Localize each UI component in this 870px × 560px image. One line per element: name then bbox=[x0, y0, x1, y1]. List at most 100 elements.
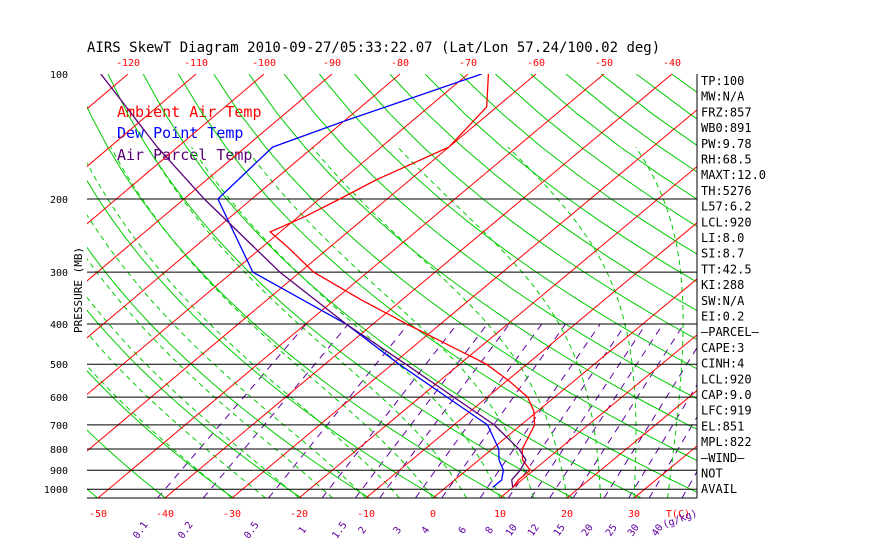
moist-adiabat-line bbox=[244, 146, 534, 498]
pressure-tick-label: 500 bbox=[50, 360, 68, 371]
dew-point-temp-line bbox=[217, 74, 505, 488]
dry-adiabats bbox=[0, 74, 870, 498]
isotherm-line bbox=[499, 334, 697, 498]
moist-adiabat-line bbox=[87, 332, 266, 498]
index-label: MPL:822 bbox=[701, 435, 752, 449]
mixing-ratio-label: 8 bbox=[484, 525, 496, 536]
moist-adiabat-line bbox=[87, 296, 300, 498]
pressure-tick-label: 1000 bbox=[44, 485, 68, 496]
pressure-tick-label: 700 bbox=[50, 421, 68, 432]
top-temp-tick-label: -70 bbox=[459, 58, 477, 69]
dry-adiabat-line bbox=[389, 74, 697, 312]
mixing-ratio-label: 10 bbox=[504, 522, 520, 538]
index-label: SW:N/A bbox=[701, 294, 745, 308]
top-temp-tick-label: -50 bbox=[595, 58, 613, 69]
index-label: CAPE:3 bbox=[701, 341, 744, 355]
isotherm-line bbox=[87, 74, 401, 339]
isotherm-line bbox=[231, 109, 697, 498]
mixing-ratio-label: 2 bbox=[357, 525, 369, 536]
index-label: AVAIL bbox=[701, 482, 737, 496]
y-axis-label: PRESSURE (MB) bbox=[72, 247, 85, 333]
mixing-ratio-line bbox=[549, 323, 664, 498]
dry-adiabat-line bbox=[87, 429, 166, 498]
index-label: TH:5276 bbox=[701, 184, 752, 198]
isotherms bbox=[0, 74, 870, 498]
index-label: LI:8.0 bbox=[701, 231, 744, 245]
mixing-ratio-line bbox=[479, 323, 601, 498]
mixing-ratio-label: 25 bbox=[604, 522, 620, 538]
top-temp-tick-label: -110 bbox=[184, 58, 208, 69]
legend: Ambient Air Temp Dew Point Temp Air Parc… bbox=[117, 103, 262, 164]
dry-adiabat-line bbox=[742, 74, 870, 498]
isotherm-line bbox=[633, 445, 697, 498]
dry-adiabat-line bbox=[142, 74, 642, 498]
dry-adiabat-line bbox=[87, 370, 234, 498]
pressure-tick-label: 200 bbox=[50, 195, 68, 206]
mixing-ratio-line bbox=[507, 323, 627, 498]
temp-unit-label: T(C) bbox=[666, 509, 690, 520]
isotherm-line bbox=[432, 278, 697, 498]
dry-adiabat-line bbox=[283, 74, 697, 400]
isotherm-line bbox=[768, 74, 870, 498]
isotherm-line bbox=[97, 74, 605, 498]
mixing-ratio-label: 0.1 bbox=[131, 520, 150, 541]
mixing-ratio-label: 3 bbox=[392, 525, 404, 536]
index-label: EI:0.2 bbox=[701, 310, 744, 324]
legend-air-parcel-temp: Air Parcel Temp bbox=[117, 146, 252, 164]
index-label: PW:9.78 bbox=[701, 137, 752, 151]
isotherm-line bbox=[164, 74, 673, 498]
dry-adiabat-line bbox=[0, 74, 30, 498]
dry-adiabat-line bbox=[87, 105, 506, 498]
chart-title: AIRS SkewT Diagram 2010-09-27/05:33:22.0… bbox=[87, 40, 660, 56]
mixing-ratio-label: 15 bbox=[552, 522, 568, 538]
profile-series bbox=[100, 74, 536, 488]
pressure-tick-label: 900 bbox=[50, 466, 68, 477]
index-label: LCL:920 bbox=[701, 372, 752, 386]
legend-dew-point-temp: Dew Point Temp bbox=[117, 124, 243, 142]
mixing-ratio-label: 0.2 bbox=[176, 520, 195, 541]
dry-adiabat-line bbox=[636, 74, 697, 120]
dry-adiabat-line bbox=[318, 74, 697, 370]
bottom-temp-tick-label: 10 bbox=[494, 509, 506, 520]
mixing-ratio-label: 30 bbox=[626, 522, 642, 538]
isotherm-line bbox=[0, 74, 60, 498]
index-label: KI:288 bbox=[701, 278, 744, 292]
moist-adiabat-line bbox=[635, 146, 684, 498]
mixing-ratio-line bbox=[530, 323, 647, 498]
index-label: EL:851 bbox=[701, 419, 744, 433]
pressure-tick-label: 100 bbox=[50, 70, 68, 81]
pressure-tick-label: 300 bbox=[50, 268, 68, 279]
dry-adiabat-line bbox=[459, 74, 697, 255]
mixing-ratio-line bbox=[414, 323, 543, 498]
mixing-ratio-label: 1 bbox=[297, 525, 309, 536]
isobars bbox=[87, 74, 698, 499]
index-label: —WIND— bbox=[701, 451, 745, 465]
dry-adiabat-line bbox=[87, 309, 302, 498]
dry-adiabat-line bbox=[87, 246, 370, 498]
air-parcel-temp-line bbox=[100, 74, 527, 488]
mixing-ratio-lines bbox=[157, 323, 697, 498]
dry-adiabat-line bbox=[848, 74, 870, 498]
moist-adiabat-line bbox=[110, 146, 434, 498]
index-label: WB0:891 bbox=[701, 121, 752, 135]
index-label: L57:6.2 bbox=[701, 200, 752, 214]
bottom-temp-tick-label: 20 bbox=[561, 509, 573, 520]
dry-adiabat-line bbox=[812, 74, 870, 498]
isotherm-line bbox=[87, 74, 265, 225]
mixing-ratio-label: 20 bbox=[580, 522, 596, 538]
dry-adiabat-line bbox=[495, 74, 697, 227]
mixing-ratio-line bbox=[572, 323, 685, 498]
mixing-ratio-line bbox=[202, 323, 349, 498]
index-label: CAP:9.0 bbox=[701, 388, 752, 402]
dry-adiabat-line bbox=[354, 74, 697, 341]
bottom-temp-tick-label: -50 bbox=[89, 509, 107, 520]
top-temp-tick-label: -90 bbox=[323, 58, 341, 69]
isotherm-line bbox=[87, 74, 333, 282]
isotherm-line bbox=[365, 222, 697, 498]
mixing-ratio-label: 6 bbox=[457, 525, 469, 536]
bottom-temp-tick-label: -10 bbox=[357, 509, 375, 520]
dry-adiabat-line bbox=[87, 179, 438, 498]
mixing-ratio-line bbox=[321, 323, 458, 498]
mixing-ratio-label: 4 bbox=[420, 525, 432, 536]
